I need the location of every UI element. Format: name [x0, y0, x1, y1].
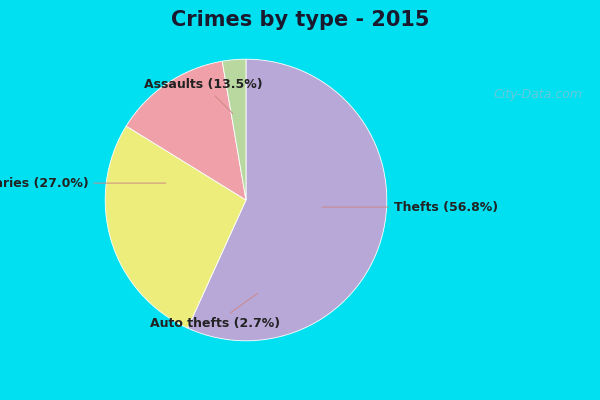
- Text: Thefts (56.8%): Thefts (56.8%): [322, 200, 498, 214]
- Wedge shape: [222, 59, 246, 200]
- Text: Crimes by type - 2015: Crimes by type - 2015: [171, 10, 429, 30]
- Text: Assaults (13.5%): Assaults (13.5%): [145, 78, 263, 114]
- Wedge shape: [126, 61, 246, 200]
- Wedge shape: [105, 126, 246, 328]
- Text: Burglaries (27.0%): Burglaries (27.0%): [0, 177, 166, 190]
- Wedge shape: [188, 59, 387, 341]
- Text: City-Data.com: City-Data.com: [493, 88, 582, 101]
- Text: Auto thefts (2.7%): Auto thefts (2.7%): [150, 293, 280, 330]
